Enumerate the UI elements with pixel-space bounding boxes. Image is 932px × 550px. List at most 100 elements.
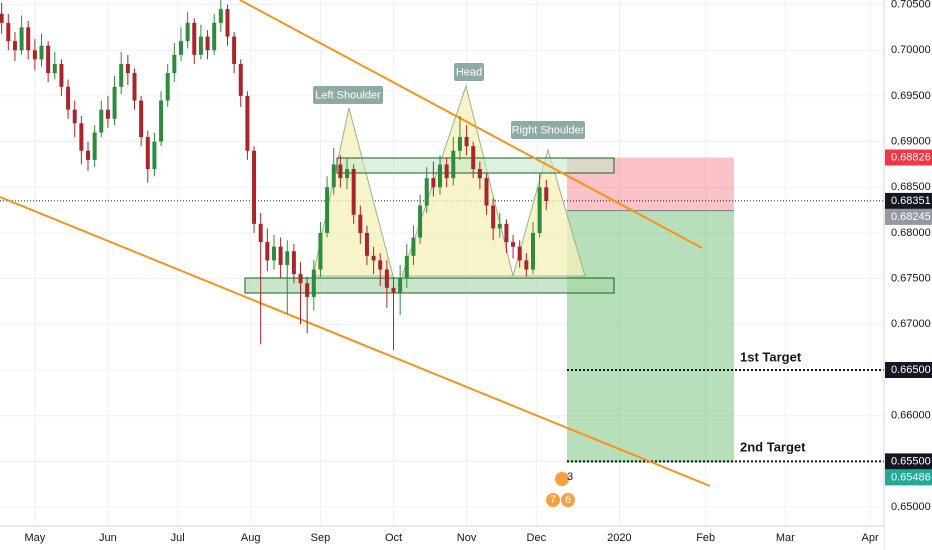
candle-body (398, 278, 403, 293)
candle-body (504, 223, 509, 243)
event-badge (561, 493, 575, 507)
candle-body (159, 100, 164, 142)
candle-body (364, 232, 369, 256)
x-tick-label: Jun (99, 532, 117, 544)
target-label: 2nd Target (740, 439, 806, 454)
candle-body (411, 237, 416, 256)
candle-body (338, 164, 343, 179)
badge-text: 7 (550, 494, 556, 506)
candle-body (32, 50, 37, 60)
neckline-box (336, 157, 615, 174)
candle-body (424, 178, 429, 206)
y-tick-label: 0.69500 (891, 90, 931, 102)
candle-body (471, 146, 476, 170)
position-tool (0, 157, 884, 463)
price-marker (885, 208, 932, 225)
candle-body (192, 22, 197, 55)
candle-body (511, 242, 516, 247)
candle-body (345, 169, 350, 179)
price-marker (885, 362, 932, 379)
candle-body (225, 9, 230, 37)
candle-body (298, 274, 303, 284)
x-tick-label: Aug (241, 532, 261, 544)
time-axis-bg (0, 527, 884, 550)
x-tick-label: Feb (696, 532, 715, 544)
y-tick-label: 0.68000 (891, 227, 931, 239)
candle-body (524, 260, 529, 270)
support-box (244, 277, 615, 294)
candle-body (291, 251, 296, 275)
price-marker-label: 0.65486 (891, 471, 931, 483)
candle-body (258, 223, 263, 243)
annotation: Head (456, 66, 482, 78)
price-marker (885, 192, 932, 209)
candle-body (491, 205, 496, 229)
candle-body (285, 251, 290, 265)
candle-body (39, 45, 44, 60)
annotations: Left Shoulder Head Right Shoulder 1st Ta… (313, 63, 806, 507)
candle-body (457, 137, 462, 151)
candle-body (92, 132, 97, 160)
candle-body (145, 137, 150, 170)
candle-body (384, 269, 389, 288)
y-tick-label: 0.67500 (891, 273, 931, 285)
candle-body (371, 255, 376, 261)
candle-body (52, 63, 57, 74)
y-tick-label: 0.69000 (891, 136, 931, 148)
candle-body (19, 27, 24, 51)
x-tick-label: Apr (861, 532, 878, 544)
candle-body (119, 63, 124, 87)
y-tick-label: 0.67000 (891, 318, 931, 330)
candle-body (125, 63, 130, 74)
candle-body (172, 54, 177, 74)
candle-body (378, 260, 383, 270)
label-box (313, 86, 383, 104)
candle-body (6, 22, 11, 42)
candle-body (205, 36, 210, 51)
x-tick-label: Mar (776, 532, 795, 544)
candle-body (59, 63, 64, 87)
candle-body (451, 150, 456, 179)
label-box (511, 121, 585, 139)
candle-body (278, 246, 283, 265)
price-marker-label: 0.68351 (891, 195, 931, 207)
candle-body (218, 9, 223, 23)
candle-body (325, 187, 330, 233)
annotation: Left Shoulder (315, 89, 381, 101)
y-tick-label: 0.70000 (891, 44, 931, 56)
candle-body (418, 205, 423, 238)
y-tick-label: 0.70500 (891, 0, 931, 10)
price-marker-label: 0.65500 (891, 455, 931, 467)
y-tick-label: 0.68500 (891, 181, 931, 193)
candle-body (72, 109, 77, 124)
x-tick-label: Nov (457, 532, 477, 544)
x-tick-label: May (24, 532, 45, 544)
candle-body (404, 255, 409, 279)
candle-body (178, 41, 183, 55)
candle-body (86, 150, 91, 160)
price-marker-label: 0.68245 (891, 211, 931, 223)
price-marker-label: 0.68826 (891, 151, 931, 163)
price-marker (885, 149, 932, 166)
trendline (239, 0, 703, 249)
candle-body (391, 287, 396, 293)
y-tick-label: 0.65000 (891, 501, 931, 513)
candle-body (79, 123, 84, 151)
candle-body (497, 223, 502, 229)
target-label: 1st Target (740, 349, 802, 364)
head-triangle (401, 84, 514, 277)
candle-body (305, 283, 310, 297)
candle-body (358, 214, 363, 233)
candle-body (245, 95, 250, 151)
candle-body (66, 86, 71, 110)
x-tick-label: 2020 (607, 532, 631, 544)
candle-body (265, 242, 270, 261)
candle-body (351, 169, 356, 215)
candle-body (318, 232, 323, 270)
target-zone (567, 210, 734, 463)
candle-body (431, 178, 436, 188)
x-tick-label: Sep (311, 532, 331, 544)
grid (0, 0, 884, 526)
